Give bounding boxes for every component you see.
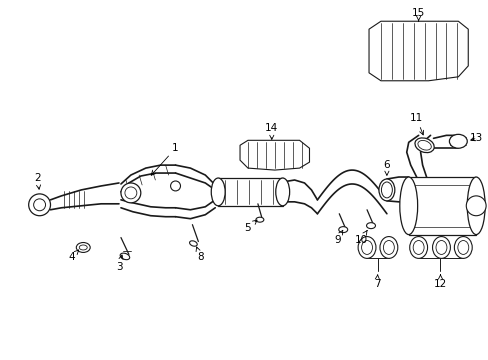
Ellipse shape <box>366 223 375 229</box>
Ellipse shape <box>467 177 484 235</box>
Text: 4: 4 <box>68 250 79 262</box>
Ellipse shape <box>79 245 87 250</box>
Ellipse shape <box>357 237 375 258</box>
Text: 10: 10 <box>354 230 367 244</box>
Text: 12: 12 <box>433 275 446 289</box>
Text: 3: 3 <box>116 255 123 272</box>
Ellipse shape <box>448 134 467 148</box>
Ellipse shape <box>412 240 423 255</box>
Text: 1: 1 <box>151 143 179 175</box>
Circle shape <box>121 183 141 203</box>
Ellipse shape <box>417 140 430 150</box>
Text: 13: 13 <box>468 133 482 143</box>
Ellipse shape <box>381 182 391 198</box>
Text: 7: 7 <box>373 275 380 289</box>
Ellipse shape <box>399 177 417 235</box>
Polygon shape <box>368 21 468 81</box>
Ellipse shape <box>338 227 347 233</box>
Text: 5: 5 <box>244 220 257 233</box>
Circle shape <box>170 181 180 191</box>
Circle shape <box>466 196 485 216</box>
Polygon shape <box>240 140 309 170</box>
Circle shape <box>124 187 137 199</box>
Ellipse shape <box>453 237 471 258</box>
Ellipse shape <box>432 237 449 258</box>
Text: 2: 2 <box>34 173 41 189</box>
Ellipse shape <box>379 237 397 258</box>
Text: 15: 15 <box>411 8 425 21</box>
Ellipse shape <box>409 237 427 258</box>
Ellipse shape <box>378 179 394 201</box>
Bar <box>408 177 475 235</box>
Ellipse shape <box>361 240 372 255</box>
Bar <box>218 178 282 206</box>
Text: 14: 14 <box>264 123 278 139</box>
Text: 8: 8 <box>196 247 203 262</box>
Circle shape <box>29 194 50 216</box>
Ellipse shape <box>435 240 446 255</box>
Ellipse shape <box>189 241 197 246</box>
Ellipse shape <box>457 240 468 255</box>
Ellipse shape <box>76 243 90 252</box>
Circle shape <box>34 199 45 211</box>
Ellipse shape <box>255 217 264 222</box>
Ellipse shape <box>275 178 289 206</box>
Text: 6: 6 <box>383 160 389 175</box>
Ellipse shape <box>120 253 129 260</box>
Text: 11: 11 <box>409 113 423 135</box>
Ellipse shape <box>414 138 433 153</box>
Text: 9: 9 <box>333 230 342 244</box>
Ellipse shape <box>211 178 224 206</box>
Ellipse shape <box>383 240 393 255</box>
